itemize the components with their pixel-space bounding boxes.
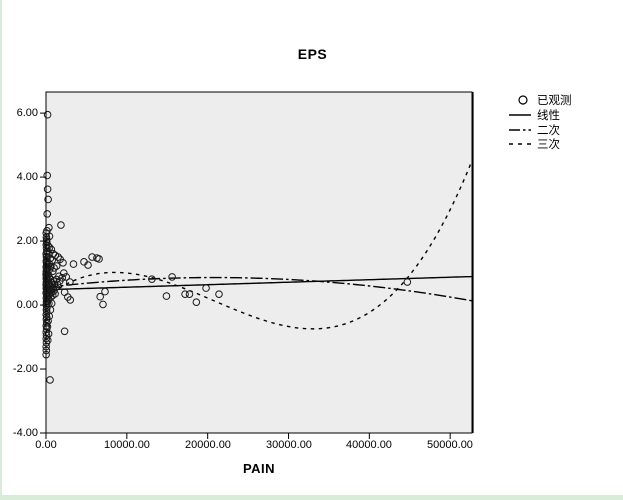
scatter-point: [57, 221, 65, 229]
scatter-point: [62, 273, 71, 281]
plot-area: [46, 92, 472, 433]
legend-item-quadratic: 二次: [507, 122, 572, 137]
scatter-point: [54, 253, 62, 261]
scatter-point: [403, 278, 412, 286]
legend-label: 三次: [537, 139, 560, 152]
x-tick-label: 20000.00: [185, 439, 231, 451]
scatter-point: [202, 284, 210, 292]
scatter-point: [44, 195, 52, 204]
scatter-point: [185, 290, 194, 298]
scatter-point: [48, 291, 57, 300]
fit-line-dashdot: [46, 276, 472, 302]
scatter-point: [66, 296, 75, 304]
scatter-point: [46, 376, 54, 384]
observed-circle-marker-icon: [518, 95, 528, 105]
scatter-point: [43, 185, 52, 194]
scatter-point: [99, 300, 107, 309]
x-tick-label: 0.00: [35, 439, 57, 451]
scatter-point: [50, 264, 58, 272]
scatter-point: [59, 269, 68, 277]
scatter-point: [43, 110, 52, 119]
x-tick-label: 10000.00: [104, 439, 150, 451]
y-tick-label: -4.00: [12, 427, 38, 439]
y-tick-label: 0.00: [16, 299, 38, 311]
x-tick-label: 30000.00: [266, 439, 312, 451]
quadratic-dashdot-marker-icon: [509, 128, 531, 131]
scatter-point: [43, 323, 52, 331]
scatter-point: [181, 290, 189, 298]
scatter-point: [43, 255, 51, 263]
chart-title: EPS: [297, 46, 328, 62]
scatter-point: [43, 336, 52, 345]
y-tick-label: 2.00: [16, 235, 38, 247]
x-axis-title: PAIN: [242, 461, 276, 476]
linear-line-marker-icon: [509, 114, 531, 116]
scatter-point: [88, 253, 96, 261]
scatter-point: [42, 237, 51, 245]
scatter-point: [59, 259, 67, 267]
scatter-point: [43, 210, 52, 218]
scatter-point: [168, 273, 176, 281]
scatter-point: [58, 274, 66, 282]
scatter-point: [44, 317, 52, 325]
scatter-point: [47, 299, 56, 308]
scatter-point: [44, 270, 53, 279]
scatter-point: [215, 290, 223, 298]
y-tick-label: -2.00: [12, 363, 38, 375]
x-tick-label: 50000.00: [427, 439, 473, 451]
legend-label: 已观测: [537, 95, 572, 108]
x-tick-label: 40000.00: [346, 439, 392, 451]
scatter-point: [148, 275, 156, 283]
legend-item-observed: 已观测: [507, 93, 572, 108]
scatter-point: [66, 278, 74, 286]
scatter-point: [95, 255, 103, 263]
scatter-point: [42, 318, 51, 327]
scatter-point: [69, 260, 78, 268]
scatter-point: [162, 292, 171, 300]
scatter-point: [192, 298, 201, 306]
scatter-point: [101, 287, 109, 296]
legend-item-cubic: 三次: [507, 137, 572, 152]
y-tick-label: 6.00: [16, 107, 38, 119]
scatter-point: [84, 261, 92, 269]
legend-label: 二次: [537, 124, 560, 137]
y-tick-label: 4.00: [16, 171, 38, 183]
cubic-dashed-marker-icon: [509, 143, 531, 146]
legend-label: 线性: [537, 110, 560, 123]
fit-line-solid: [46, 275, 472, 291]
scatter-point: [96, 292, 104, 301]
scatter-point: [60, 327, 69, 336]
legend-item-linear: 线性: [507, 108, 572, 123]
scatter-point: [43, 171, 52, 180]
fit-line-dashed: [46, 160, 472, 330]
chart-legend: 已观测 线性 二次 三次: [507, 93, 572, 152]
